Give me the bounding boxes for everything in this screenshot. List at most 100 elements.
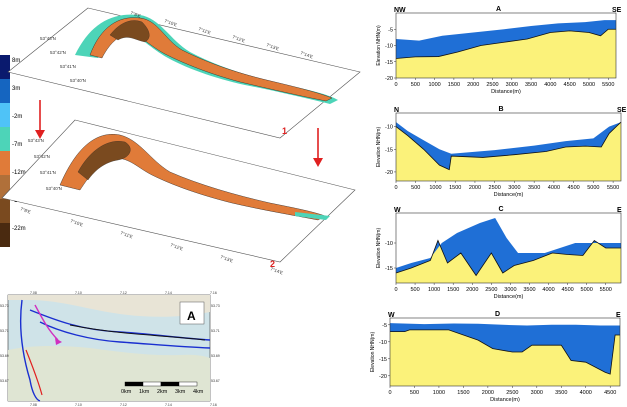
locator-right-tick: 53.69 bbox=[211, 354, 220, 358]
profile-end-direction: SE bbox=[612, 7, 622, 14]
x-tick-label: 5000 bbox=[587, 185, 599, 191]
x-tick-label: 500 bbox=[411, 82, 420, 88]
x-tick-label: 500 bbox=[410, 390, 419, 396]
y-tick-label: -15 bbox=[385, 60, 393, 66]
scale-segment bbox=[160, 381, 180, 387]
x-axis-label: Distance(m) bbox=[494, 192, 524, 198]
locator-left-tick: 53.71 bbox=[0, 329, 9, 333]
scale-segment bbox=[142, 381, 162, 387]
locator-left-tick: 53.69 bbox=[0, 354, 9, 358]
locator-map: A 0km 1km 2km 3km 4km 7.08 7.10 7.12 7.14 7.16 7.… bbox=[0, 291, 220, 407]
x-tick-label: 3500 bbox=[523, 287, 535, 293]
locator-top-tick: 7.12 bbox=[120, 291, 127, 295]
x-tick-label: 1000 bbox=[433, 390, 445, 396]
y-tick-label: -10 bbox=[385, 125, 393, 131]
profile-title: A bbox=[496, 6, 501, 13]
map2-shallow-end bbox=[295, 212, 330, 220]
y-tick-label: -5 bbox=[388, 27, 393, 33]
transition-arrows bbox=[35, 100, 323, 167]
x-tick-label: 2500 bbox=[486, 82, 498, 88]
profile-A-sediment bbox=[396, 29, 616, 78]
x-tick-label: 2000 bbox=[469, 185, 481, 191]
legend-swatch bbox=[0, 223, 10, 247]
x-tick-label: 5500 bbox=[600, 287, 612, 293]
x-tick-label: 2000 bbox=[482, 390, 494, 396]
x-tick-label: 3000 bbox=[531, 390, 543, 396]
x-axis-label: Distance(m) bbox=[491, 89, 521, 95]
profile-end-direction: E bbox=[617, 207, 622, 214]
map1-lon-label: 7°13'E bbox=[266, 42, 280, 51]
legend-swatch bbox=[0, 127, 10, 151]
legend-label-8m: 8m bbox=[12, 58, 20, 64]
map1-frame bbox=[7, 7, 361, 139]
scale-segment bbox=[178, 381, 198, 387]
locator-left-tick: 53.67 bbox=[0, 379, 9, 383]
locator-land-north bbox=[8, 295, 210, 317]
map2-deepest-pool bbox=[77, 141, 131, 181]
y-tick-label: -15 bbox=[385, 147, 393, 153]
y-tick-label: -20 bbox=[385, 76, 393, 82]
x-tick-label: 5500 bbox=[602, 82, 614, 88]
x-tick-label: 4000 bbox=[580, 390, 592, 396]
map1-lon-label: 7°11'E bbox=[198, 26, 212, 35]
map1-lat-label: 53°40'N bbox=[70, 78, 86, 83]
legend-swatch bbox=[0, 79, 10, 103]
x-tick-label: 1500 bbox=[449, 185, 461, 191]
x-tick-label: 3000 bbox=[506, 82, 518, 88]
profile-B-surface-line bbox=[395, 121, 622, 171]
x-tick-label: 4000 bbox=[544, 82, 556, 88]
x-tick-label: 4500 bbox=[561, 287, 573, 293]
legend-label-neg12m: -12m bbox=[12, 170, 26, 176]
x-tick-label: 2500 bbox=[485, 287, 497, 293]
legend-label-neg2m: -2m bbox=[12, 114, 22, 120]
x-tick-label: 4000 bbox=[548, 185, 560, 191]
profile-D: -5 -10 -15 -20 0 500 1000 1500 2000 2500 3000 3500 4… bbox=[370, 311, 621, 403]
profile-D-sediment bbox=[390, 329, 620, 386]
y-tick-label: -10 bbox=[385, 241, 393, 247]
arrow-left-head bbox=[35, 130, 45, 139]
x-tick-label: 1000 bbox=[428, 82, 440, 88]
y-tick-label: -20 bbox=[379, 374, 387, 380]
locator-land-south bbox=[8, 345, 210, 401]
x-tick-label: 500 bbox=[411, 185, 420, 191]
profile-title: C bbox=[499, 206, 504, 213]
x-tick-label: 2000 bbox=[466, 287, 478, 293]
profile-C-frame bbox=[395, 212, 622, 284]
y-tick-label: -10 bbox=[379, 340, 387, 346]
map2-lat-label: 53°42'N bbox=[34, 154, 50, 159]
locator-right-tick: 53.73 bbox=[211, 304, 220, 308]
locator-bottom-tick: 7.16 bbox=[210, 403, 217, 407]
profile-A-eroded-volume bbox=[396, 20, 616, 59]
compass-box bbox=[179, 301, 205, 325]
profile-start-direction: NW bbox=[394, 7, 406, 14]
map1-lat-label: 53°41'N bbox=[60, 64, 76, 69]
bathymetry-map-1: 1 53°43'N 53°42'N 53°41'N 53°40'N 7°8'E 7°10… bbox=[7, 7, 361, 139]
y-axis-label: Elevation NHN(m) bbox=[376, 127, 382, 168]
locator-magenta-track bbox=[34, 304, 59, 341]
profile-C-sediment bbox=[396, 240, 621, 283]
x-axis-label: Distance(m) bbox=[490, 397, 520, 403]
scale-label: 1km bbox=[139, 389, 150, 395]
profile-start-direction: W bbox=[388, 312, 395, 319]
profile-A-surface-line bbox=[395, 28, 616, 59]
map1-number: 1 bbox=[282, 126, 287, 136]
profile-A: -5 -10 -15 -200 500 1000 1500 2000 2500 3000 3500 4… bbox=[376, 6, 622, 95]
profile-C-eroded-volume bbox=[396, 218, 621, 276]
y-tick-label: -5 bbox=[382, 323, 387, 329]
map2-number: 2 bbox=[270, 259, 275, 269]
locator-channel-boundary-lower bbox=[39, 321, 211, 349]
x-tick-label: 5500 bbox=[607, 185, 619, 191]
map1-lat-label: 53°42'N bbox=[50, 50, 66, 55]
x-tick-label: 0 bbox=[394, 287, 397, 293]
legend-swatch bbox=[0, 199, 10, 223]
scale-label: 0km bbox=[121, 389, 132, 395]
profile-start-direction: N bbox=[394, 107, 399, 114]
legend-swatch bbox=[0, 175, 10, 199]
x-tick-label: 4500 bbox=[564, 82, 576, 88]
x-tick-label: 1000 bbox=[429, 185, 441, 191]
locator-bottom-tick: 7.12 bbox=[120, 403, 127, 407]
profile-C-surface-line bbox=[395, 239, 621, 277]
y-tick-label: -15 bbox=[385, 266, 393, 272]
profile-start-direction: W bbox=[394, 207, 401, 214]
